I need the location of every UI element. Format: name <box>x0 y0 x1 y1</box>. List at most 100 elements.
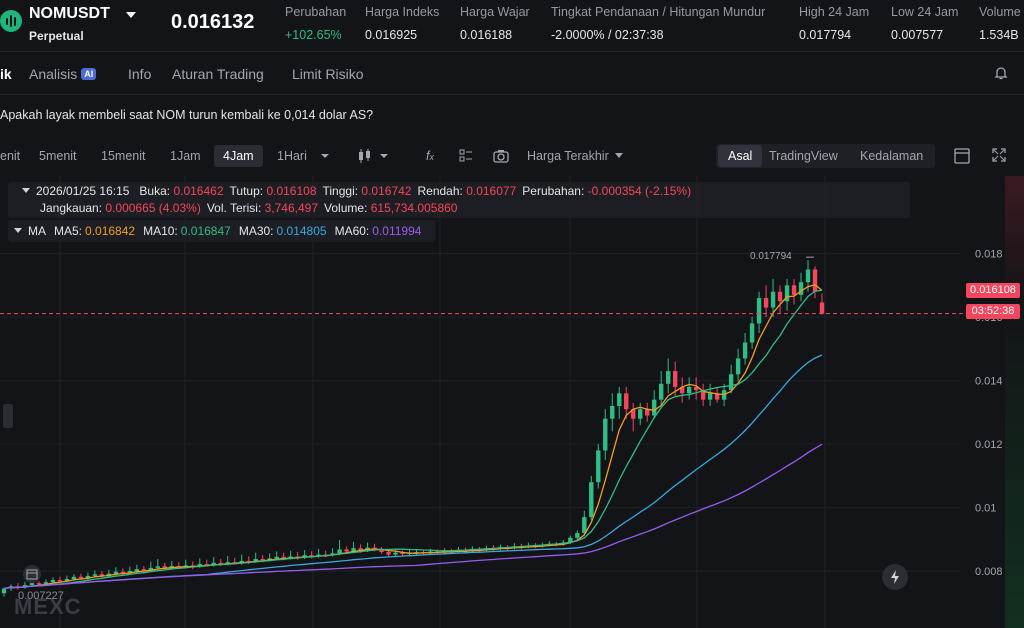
candle-body <box>211 562 216 565</box>
legend-key: Vol. Terisi: <box>206 201 262 215</box>
candle-body <box>309 555 314 557</box>
legend-value: 3,746,497 <box>264 201 319 215</box>
candle-body <box>819 302 825 314</box>
panel-layout-icon[interactable] <box>953 147 971 165</box>
tab-analysis[interactable]: Analisis AI <box>29 66 97 82</box>
sidebar-collapse-handle[interactable] <box>3 404 13 428</box>
candle-body <box>1 588 7 594</box>
candle-countdown: 03:52:38 <box>966 304 1020 319</box>
interval-1d[interactable]: 1Hari <box>277 149 307 163</box>
chart-toolbar: enit 5menit 15menit 1Jam 4Jam 1Hari fx H… <box>0 140 1024 172</box>
legend-key: Buka: <box>139 184 171 198</box>
candle-body <box>693 386 699 391</box>
camera-icon[interactable] <box>492 148 510 164</box>
interval-1min[interactable]: enit <box>0 149 21 163</box>
view-tradingview[interactable]: TradingView <box>769 149 838 163</box>
interval-1h[interactable]: 1Jam <box>170 149 201 163</box>
candle-body <box>679 386 685 394</box>
legend-key: Volume: <box>324 201 368 215</box>
ticker-stat-value: 0.007577 <box>891 28 944 42</box>
legend-key: Jangkauan: <box>40 201 103 215</box>
tab-info[interactable]: Info <box>128 66 152 82</box>
ma-legend[interactable]: MA MA5: 0.016842 MA10: 0.016847 MA30: 0.014805… <box>8 220 436 242</box>
y-axis-tick-label: 0.008 <box>975 566 1003 578</box>
ticker-stat: Low 24 Jam 0.007577 <box>891 5 958 42</box>
candle-body <box>337 549 342 554</box>
interval-15min[interactable]: 15menit <box>101 149 146 163</box>
ma-collapse-icon[interactable] <box>14 228 22 233</box>
candle-body <box>134 569 140 572</box>
candle-body <box>218 562 223 565</box>
candle-body <box>155 566 161 568</box>
candle-body <box>253 559 258 562</box>
candle-type-icon[interactable] <box>356 147 374 165</box>
ma-line-ma10 <box>3 289 823 590</box>
ma-value: 0.016842 <box>85 224 136 238</box>
ohlc-legend-row1: 2026/01/25 16:15 Buka: 0.016462 Tutup: 0.0… <box>22 184 697 198</box>
ticker-stat-label: Tingkat Pendanaan / Hitungan Mundur <box>551 5 766 19</box>
candle-body <box>603 418 608 451</box>
calendar-icon[interactable] <box>22 564 42 584</box>
candle-body <box>239 560 244 563</box>
candle-body <box>141 569 147 571</box>
candle-body <box>714 393 720 400</box>
candle-body <box>686 386 692 394</box>
view-original[interactable]: Asal <box>718 145 763 167</box>
candle-body <box>344 549 349 552</box>
ai-question-link[interactable]: Apakah layak membeli saat NOM turun kemb… <box>0 108 374 122</box>
candle-body <box>658 383 664 400</box>
candle-body <box>92 574 98 576</box>
tab-trading-rules[interactable]: Aturan Trading <box>172 66 264 82</box>
tab-risk-limit[interactable]: Limit Risiko <box>292 66 364 82</box>
candle-body <box>393 552 398 555</box>
candle-body <box>162 566 168 568</box>
candle-body <box>596 450 601 483</box>
chevron-down-icon <box>615 153 624 158</box>
legend-collapse-icon[interactable] <box>22 188 30 193</box>
chevron-down-icon[interactable] <box>126 12 136 18</box>
candle-body <box>281 556 286 559</box>
candle-body <box>665 371 671 384</box>
interval-4h[interactable]: 4Jam <box>214 145 263 167</box>
ticker-stat-value: +102.65% <box>285 28 342 42</box>
candle-body <box>260 559 265 561</box>
view-depth[interactable]: Kedalaman <box>860 149 924 163</box>
price-source-select[interactable]: Harga Terakhir <box>527 149 624 163</box>
candle-type-chevron-icon[interactable] <box>379 152 389 160</box>
candle-body <box>589 482 594 518</box>
legend-key: Rendah: <box>417 184 463 198</box>
fullscreen-icon[interactable] <box>991 147 1007 163</box>
coin-logo <box>0 10 22 32</box>
interval-5min[interactable]: 5menit <box>39 149 77 163</box>
candle-body <box>78 576 84 579</box>
layout-grid-icon[interactable] <box>458 148 474 164</box>
bell-icon[interactable] <box>994 66 1008 80</box>
candle-body <box>169 566 174 568</box>
candle-body <box>742 342 748 359</box>
symbol-name[interactable]: NOMUSDT <box>29 5 110 22</box>
low-price-marker: 0.007227 <box>18 590 64 602</box>
depth-gradient-green <box>1005 301 1024 628</box>
high-price-marker: 0.017794 <box>750 251 792 262</box>
candle-body <box>652 399 657 416</box>
candle-body <box>700 390 706 400</box>
candle-body <box>777 291 783 302</box>
candle-body <box>36 583 42 585</box>
ticker-stat-value: 0.016188 <box>460 28 513 42</box>
candle-body <box>288 556 293 559</box>
ma-value: 0.014805 <box>276 224 327 238</box>
candle-body <box>749 323 755 343</box>
quick-trade-button[interactable] <box>882 564 908 590</box>
indicator-fx-icon[interactable]: fx <box>426 149 434 163</box>
candle-body <box>672 371 678 387</box>
candle-body <box>29 583 35 586</box>
ticker-stat-value: 0.016925 <box>365 28 418 42</box>
candle-body <box>805 269 811 283</box>
tab-chart[interactable]: ik <box>0 66 12 82</box>
ticker-bar: NOMUSDT Perpetual 0.016132 Perubahan +10… <box>0 0 1024 52</box>
price-source-label: Harga Terakhir <box>527 149 609 163</box>
interval-more-chevron-icon[interactable] <box>320 152 330 160</box>
contract-type: Perpetual <box>29 29 84 43</box>
